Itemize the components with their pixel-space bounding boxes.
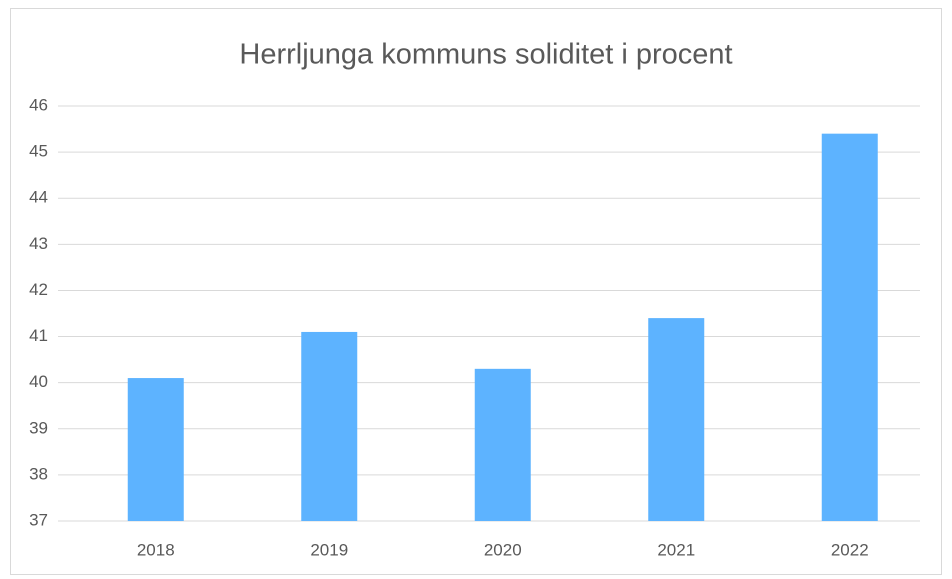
y-tick-label: 38 xyxy=(29,464,48,483)
y-tick-label: 45 xyxy=(29,142,48,161)
chart-title: Herrljunga kommuns soliditet i procent xyxy=(239,39,732,71)
x-tick-label: 2020 xyxy=(484,540,522,559)
y-tick-label: 41 xyxy=(29,326,48,345)
x-tick-label: 2019 xyxy=(310,540,348,559)
x-tick-label: 2021 xyxy=(657,540,695,559)
bar xyxy=(127,378,184,521)
bar xyxy=(821,133,878,521)
y-tick-label: 44 xyxy=(29,188,48,207)
y-tick-label: 40 xyxy=(29,372,48,391)
bar xyxy=(301,331,358,521)
y-tick-label: 46 xyxy=(29,95,48,114)
y-tick-label: 42 xyxy=(29,280,48,299)
y-tick-label: 37 xyxy=(29,510,48,529)
x-tick-label: 2018 xyxy=(137,540,175,559)
bar xyxy=(648,318,705,521)
bar xyxy=(474,368,531,521)
y-tick-label: 43 xyxy=(29,234,48,253)
x-tick-label: 2022 xyxy=(831,540,869,559)
y-tick-label: 39 xyxy=(29,418,48,437)
